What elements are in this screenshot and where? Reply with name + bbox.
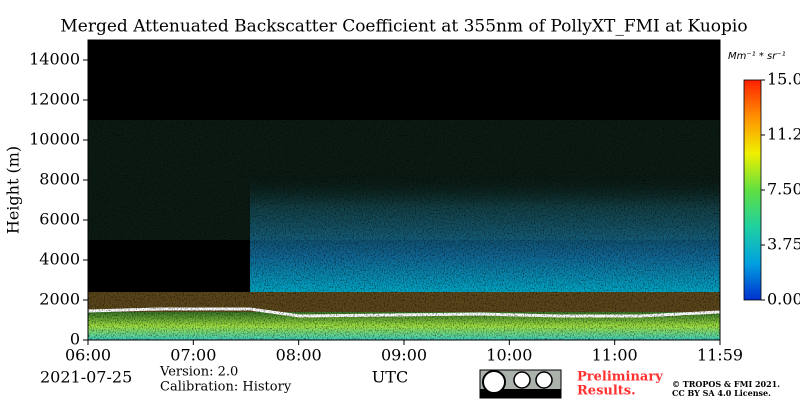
- y-tick-label: 10000: [29, 130, 80, 149]
- colorbar-tick-label: 3.75: [767, 235, 800, 254]
- y-tick-label: 8000: [39, 170, 80, 189]
- chart-title: Merged Attenuated Backscatter Coefficien…: [60, 17, 747, 37]
- version: Version: 2.0: [159, 365, 238, 380]
- colorbar-tick-label: 11.25: [767, 125, 800, 144]
- colorbar-label: Mm⁻¹ * sr⁻¹: [728, 51, 786, 62]
- y-tick-label: 2000: [39, 290, 80, 309]
- y-tick-label: 12000: [29, 90, 80, 109]
- x-tick-label: 09:00: [381, 346, 427, 365]
- x-tick-label: 06:00: [65, 346, 111, 365]
- cc-logo: [479, 369, 562, 399]
- y-tick-label: 6000: [39, 210, 80, 229]
- colorbar-tick-label: 15.00: [767, 70, 800, 89]
- license: CC BY SA 4.0 License.: [672, 388, 771, 398]
- results: Results.: [577, 384, 636, 399]
- y-tick-label: 0: [70, 330, 80, 349]
- y-axis-label: Height (m): [4, 146, 23, 234]
- y-tick-label: 4000: [39, 250, 80, 269]
- copyright: © TROPOS & FMI 2021.: [672, 379, 780, 389]
- x-tick-label: 07:00: [170, 346, 216, 365]
- x-tick-label: 10:00: [486, 346, 532, 365]
- x-tick-label: 08:00: [276, 346, 322, 365]
- colorbar-tick-label: 0.00: [767, 290, 800, 309]
- y-tick-label: 14000: [29, 50, 80, 69]
- date: 2021-07-25: [40, 368, 132, 387]
- colorbar-tick-label: 7.50: [767, 180, 800, 199]
- colorbar: [743, 79, 762, 301]
- calibration: Calibration: History: [160, 380, 292, 395]
- heatmap-field: [87, 40, 721, 340]
- x-axis-label: UTC: [372, 368, 408, 387]
- x-tick-label: 11:00: [592, 346, 638, 365]
- preliminary: Preliminary: [577, 370, 663, 385]
- x-tick-label: 11:59: [697, 346, 743, 365]
